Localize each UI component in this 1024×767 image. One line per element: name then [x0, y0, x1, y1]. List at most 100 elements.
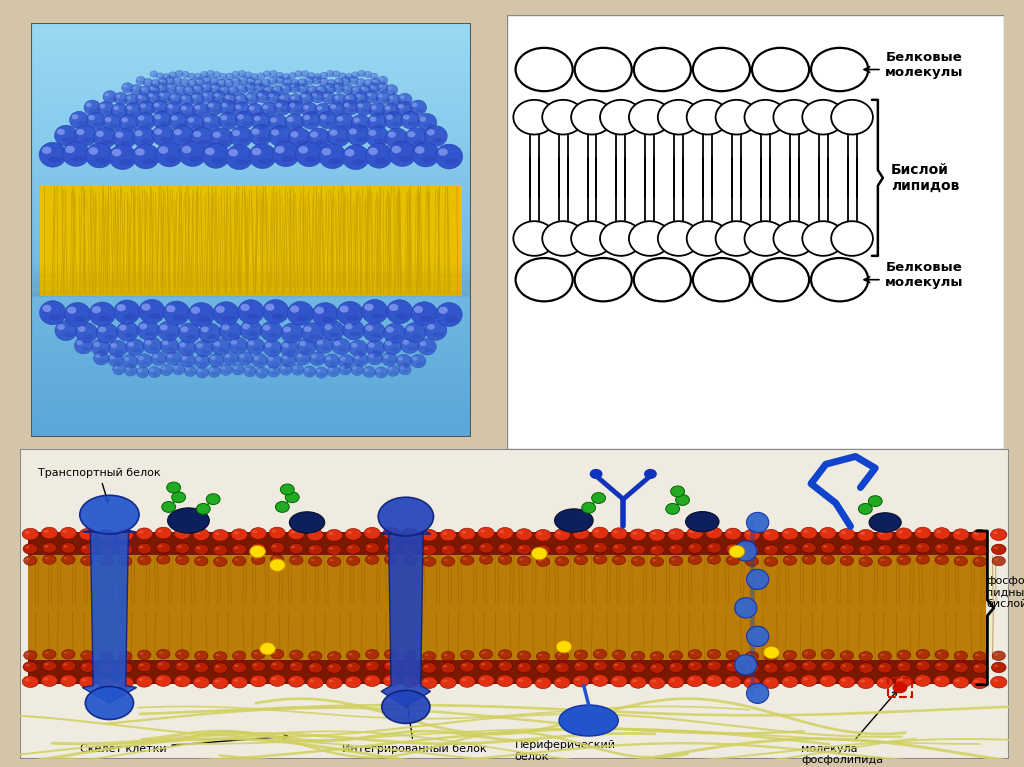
Ellipse shape — [423, 532, 428, 535]
Circle shape — [269, 559, 286, 571]
Ellipse shape — [181, 356, 187, 360]
Ellipse shape — [171, 115, 178, 120]
Ellipse shape — [262, 81, 265, 83]
Ellipse shape — [745, 557, 759, 566]
Ellipse shape — [162, 341, 169, 345]
Ellipse shape — [219, 74, 227, 80]
Ellipse shape — [555, 545, 569, 555]
Ellipse shape — [975, 665, 979, 668]
Ellipse shape — [289, 661, 303, 672]
Ellipse shape — [88, 115, 95, 120]
Ellipse shape — [820, 528, 836, 539]
Ellipse shape — [296, 140, 307, 145]
Bar — [31, 261, 471, 263]
Ellipse shape — [57, 129, 65, 135]
Ellipse shape — [297, 315, 309, 321]
Bar — [31, 354, 471, 357]
Ellipse shape — [143, 78, 153, 87]
Ellipse shape — [253, 663, 257, 666]
Ellipse shape — [934, 675, 950, 686]
Bar — [31, 150, 471, 151]
Ellipse shape — [159, 77, 163, 78]
Ellipse shape — [670, 651, 683, 660]
Ellipse shape — [253, 545, 257, 548]
Ellipse shape — [197, 343, 203, 348]
Ellipse shape — [195, 105, 201, 110]
Ellipse shape — [99, 557, 113, 566]
Ellipse shape — [136, 367, 148, 378]
Ellipse shape — [392, 100, 399, 104]
Bar — [31, 102, 471, 104]
Ellipse shape — [338, 347, 347, 352]
Ellipse shape — [155, 114, 161, 120]
Ellipse shape — [370, 97, 377, 100]
Ellipse shape — [166, 351, 181, 365]
Ellipse shape — [119, 324, 127, 331]
Ellipse shape — [325, 324, 332, 330]
Ellipse shape — [272, 557, 276, 559]
Ellipse shape — [381, 89, 387, 91]
Ellipse shape — [245, 367, 250, 371]
Ellipse shape — [137, 555, 151, 565]
Ellipse shape — [139, 86, 152, 96]
Ellipse shape — [726, 650, 739, 660]
Ellipse shape — [424, 123, 434, 128]
Ellipse shape — [250, 528, 266, 539]
Ellipse shape — [194, 676, 209, 688]
Bar — [31, 407, 471, 408]
Ellipse shape — [281, 353, 296, 367]
Ellipse shape — [248, 372, 254, 375]
Bar — [31, 48, 471, 50]
Ellipse shape — [554, 676, 570, 688]
Ellipse shape — [309, 680, 314, 682]
Ellipse shape — [378, 94, 383, 97]
Ellipse shape — [445, 316, 459, 322]
Ellipse shape — [206, 98, 213, 101]
Ellipse shape — [955, 664, 961, 667]
Ellipse shape — [325, 121, 335, 126]
Circle shape — [531, 548, 547, 560]
Ellipse shape — [668, 676, 684, 688]
Ellipse shape — [210, 78, 214, 81]
Ellipse shape — [165, 76, 175, 84]
Ellipse shape — [182, 146, 191, 153]
Ellipse shape — [162, 83, 166, 84]
Ellipse shape — [600, 221, 642, 256]
Ellipse shape — [238, 352, 253, 365]
Ellipse shape — [304, 99, 311, 102]
Ellipse shape — [98, 677, 115, 689]
Ellipse shape — [333, 83, 345, 93]
Bar — [31, 268, 471, 269]
Ellipse shape — [40, 301, 66, 324]
Ellipse shape — [308, 373, 314, 375]
Ellipse shape — [231, 662, 247, 673]
Bar — [31, 416, 471, 419]
Ellipse shape — [330, 653, 334, 656]
Ellipse shape — [974, 680, 979, 683]
Bar — [31, 253, 471, 255]
Ellipse shape — [140, 87, 144, 91]
Ellipse shape — [329, 367, 333, 370]
Ellipse shape — [233, 366, 238, 369]
Ellipse shape — [246, 337, 264, 354]
Text: фосфоли-
пидный
бислой: фосфоли- пидный бислой — [986, 576, 1024, 609]
Ellipse shape — [367, 677, 372, 680]
Bar — [31, 180, 471, 183]
Ellipse shape — [222, 91, 228, 94]
Ellipse shape — [314, 104, 332, 118]
Ellipse shape — [802, 542, 816, 553]
Text: Скелет клетки: Скелет клетки — [80, 735, 288, 754]
Ellipse shape — [766, 547, 770, 550]
Ellipse shape — [132, 127, 156, 147]
Ellipse shape — [279, 76, 283, 77]
Ellipse shape — [225, 81, 228, 83]
Ellipse shape — [574, 48, 632, 91]
Circle shape — [666, 503, 680, 515]
Bar — [31, 337, 471, 340]
Ellipse shape — [265, 304, 274, 311]
Ellipse shape — [103, 110, 112, 114]
Ellipse shape — [310, 131, 318, 137]
Ellipse shape — [79, 528, 95, 540]
Ellipse shape — [152, 125, 175, 146]
Ellipse shape — [216, 75, 220, 77]
